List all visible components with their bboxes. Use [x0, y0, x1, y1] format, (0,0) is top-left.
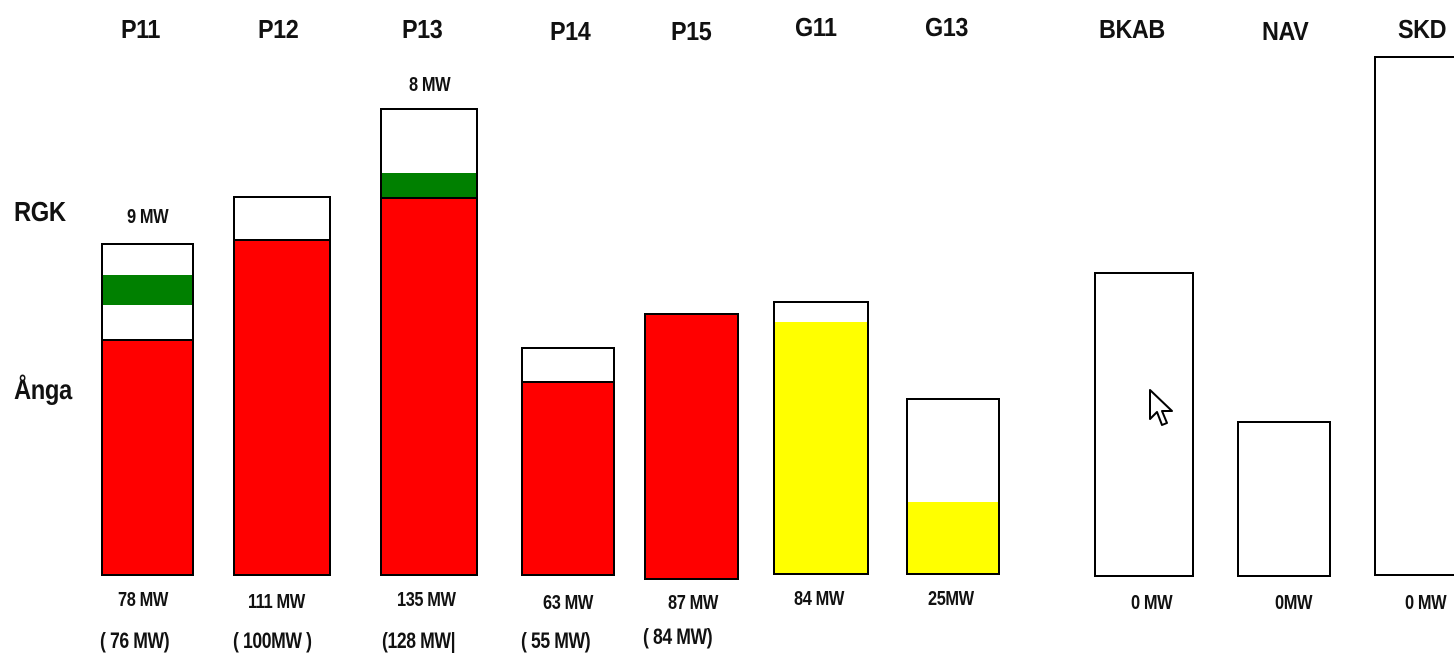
paren-value-p11: ( 76 MW) — [100, 628, 170, 653]
bar-bkab[interactable] — [1094, 272, 1194, 577]
value-p13: 135 MW — [397, 589, 456, 611]
unit-title-g13: G13 — [925, 12, 968, 42]
bar-g11[interactable] — [773, 301, 869, 575]
bar-p11-steam-fill — [103, 339, 192, 574]
unit-title-p11: P11 — [121, 14, 160, 44]
unit-title-bkab: BKAB — [1099, 14, 1165, 44]
value-g13: 25MW — [928, 588, 974, 610]
paren-value-p14: ( 55 MW) — [521, 628, 591, 653]
bar-p15[interactable] — [644, 313, 739, 580]
unit-title-p14: P14 — [550, 16, 591, 46]
bar-p14[interactable] — [521, 347, 615, 576]
value-bkab: 0 MW — [1131, 592, 1173, 614]
bar-skd[interactable] — [1374, 56, 1454, 576]
bar-g11-fill — [775, 322, 867, 573]
value-p12: 111 MW — [248, 591, 305, 613]
value-g11: 84 MW — [794, 588, 844, 610]
bar-p14-steam-fill — [523, 381, 613, 574]
paren-value-p12: ( 100MW ) — [233, 628, 312, 653]
rgk-label: RGK — [14, 196, 66, 227]
value-nav: 0MW — [1275, 592, 1313, 614]
bar-nav[interactable] — [1237, 421, 1331, 577]
unit-title-g11: G11 — [795, 12, 837, 42]
unit-title-p13: P13 — [402, 14, 443, 44]
bar-p12[interactable] — [233, 196, 331, 576]
anga-label: Ånga — [14, 374, 72, 405]
bar-p11[interactable] — [101, 243, 194, 576]
unit-title-p15: P15 — [671, 16, 712, 46]
unit-title-nav: NAV — [1262, 16, 1309, 46]
unit-title-skd: SKD — [1398, 14, 1447, 44]
value-p14: 63 MW — [543, 592, 593, 614]
paren-value-p15: ( 84 MW) — [643, 624, 713, 649]
paren-value-p13: (128 MW| — [382, 628, 456, 653]
mouse-pointer-icon — [1149, 389, 1173, 426]
bar-p13-rgk-fill — [382, 173, 476, 199]
bar-p11-rgk-fill — [103, 275, 192, 305]
rgk-value-p11: 9 MW — [127, 206, 169, 228]
bar-g13-fill — [908, 502, 998, 573]
rgk-value-p13: 8 MW — [409, 74, 451, 96]
value-skd: 0 MW — [1405, 592, 1447, 614]
unit-title-p12: P12 — [258, 14, 299, 44]
value-p11: 78 MW — [118, 589, 168, 611]
value-p15: 87 MW — [668, 592, 718, 614]
bar-g13[interactable] — [906, 398, 1000, 575]
bar-p12-steam-fill — [235, 239, 329, 574]
bar-p13[interactable] — [380, 108, 478, 576]
bar-p13-steam-fill — [382, 197, 476, 574]
